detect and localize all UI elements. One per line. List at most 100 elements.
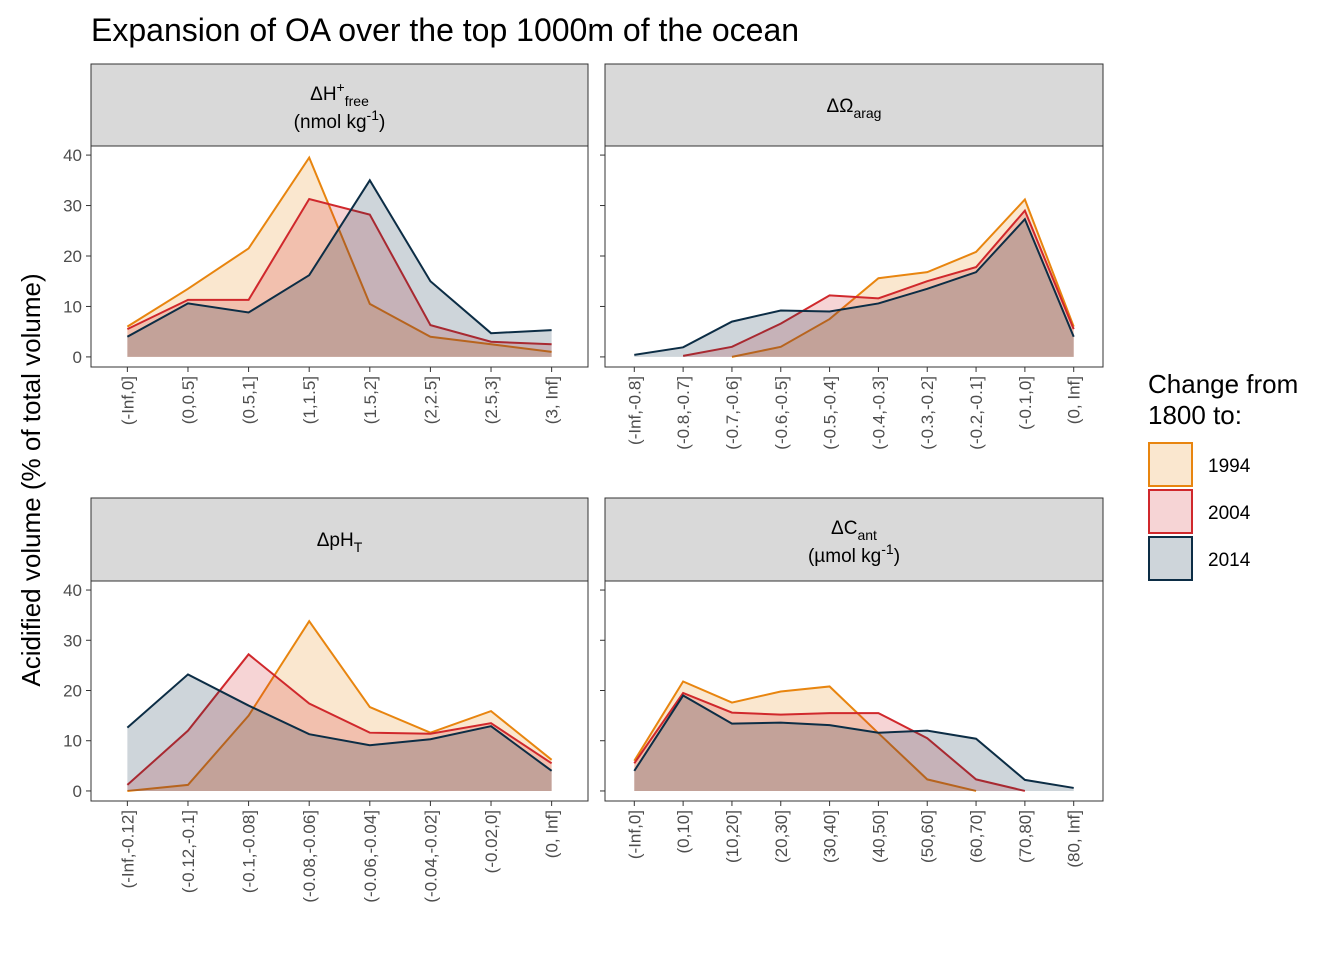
strip-label-part: +: [337, 79, 345, 95]
y-tick-label: 0: [73, 348, 82, 367]
x-tick-label: (0,0.5]: [179, 376, 198, 424]
legend-key: [1148, 489, 1193, 534]
panel: [90, 580, 589, 802]
x-tick-label: (-0.7,-0.6]: [723, 376, 742, 450]
x-tick-label: (-0.08,-0.06]: [300, 810, 319, 903]
area-fill: [127, 654, 552, 791]
strip-label-part: ΔH: [310, 84, 336, 105]
y-tick-label: 20: [63, 681, 82, 700]
y-tick-label: 20: [63, 247, 82, 266]
x-tick-label: (-Inf,0]: [625, 810, 644, 859]
y-tick-label: 40: [63, 146, 82, 165]
panel: [604, 145, 1104, 368]
x-tick-label: (0, Inf]: [543, 810, 562, 858]
y-tick-label: 10: [63, 732, 82, 751]
area-line: [126, 673, 553, 772]
x-tick-label: (30,40]: [821, 810, 840, 863]
strip: [604, 63, 1104, 147]
strip-label: (nmol kg-1): [294, 107, 386, 133]
strip: [90, 63, 589, 147]
legend-title: Change from: [1148, 369, 1298, 399]
x-tick-label: (10,20]: [723, 810, 742, 863]
x-tick-label: (40,50]: [869, 810, 888, 863]
x-tick-label: (-0.1,-0.08]: [240, 810, 259, 893]
x-tick-label: (0,10]: [674, 810, 693, 853]
area-line: [682, 208, 1075, 357]
x-tick-label: (0, Inf]: [1065, 376, 1084, 424]
strip-label-part: T: [354, 539, 363, 555]
legend-label: 1994: [1208, 456, 1251, 477]
area-fill: [127, 180, 552, 357]
legend-title: 1800 to:: [1148, 400, 1242, 430]
y-axis-label: Acidified volume (% of total volume): [16, 273, 46, 686]
legend-label: 2014: [1208, 550, 1251, 571]
x-tick-label: (-0.2,-0.1]: [967, 376, 986, 450]
strip-label-part: ant: [857, 527, 877, 543]
strip-label-part: arag: [853, 105, 881, 121]
y-tick-label: 30: [63, 197, 82, 216]
panel: [604, 580, 1104, 802]
legend-key: [1148, 442, 1193, 487]
chart-title: Expansion of OA over the top 1000m of th…: [91, 12, 799, 48]
strip-label-part: -1: [881, 541, 894, 557]
area-fill: [127, 157, 552, 357]
x-tick-label: (20,30]: [772, 810, 791, 863]
x-tick-label: (80, Inf]: [1065, 810, 1084, 868]
area-fill: [127, 198, 552, 357]
y-tick-label: 10: [63, 297, 82, 316]
area-fill: [634, 693, 1025, 791]
strip-label-part: -1: [367, 107, 380, 123]
strip-label-part: free: [345, 93, 369, 109]
y-tick-label: 0: [73, 782, 82, 801]
x-tick-label: (1.5,2]: [361, 376, 380, 424]
area-fill: [634, 695, 1074, 791]
area-fill: [127, 621, 552, 791]
x-tick-label: (3, Inf]: [543, 376, 562, 424]
area-line: [731, 197, 1075, 358]
strip-label-part: ΔΩ: [827, 96, 854, 117]
area-fill: [634, 219, 1074, 357]
x-tick-label: (-0.1,0]: [1016, 376, 1035, 430]
x-tick-label: (1,1.5]: [300, 376, 319, 424]
strip-label: ΔpHT: [317, 530, 363, 555]
x-tick-label: (2.5,3]: [482, 376, 501, 424]
panel: [90, 145, 589, 368]
area-line: [633, 694, 1074, 789]
strip-label-part: ΔC: [831, 518, 857, 539]
legend-key: [1148, 536, 1193, 581]
area-line: [126, 178, 552, 338]
strip-label: ΔH+free: [310, 79, 369, 109]
x-tick-label: (-0.06,-0.04]: [361, 810, 380, 903]
x-tick-label: (0.5,1]: [240, 376, 259, 424]
x-tick-label: (-0.4,-0.3]: [869, 376, 888, 450]
strip-label-part: (nmol kg: [294, 112, 367, 133]
area-line: [633, 680, 977, 792]
x-tick-label: (70,80]: [1016, 810, 1035, 863]
x-tick-label: (2,2.5]: [421, 376, 440, 424]
area-fill: [127, 674, 552, 791]
x-tick-label: (-0.6,-0.5]: [772, 376, 791, 450]
strip-label: ΔΩarag: [827, 96, 882, 121]
strip-label: ΔCant: [831, 518, 877, 543]
x-tick-label: (-0.5,-0.4]: [821, 376, 840, 450]
x-tick-label: (-0.04,-0.02]: [421, 810, 440, 903]
strip-label-part: ΔpH: [317, 530, 354, 551]
y-tick-label: 40: [63, 581, 82, 600]
x-tick-label: (-0.12,-0.1]: [179, 810, 198, 893]
x-tick-label: (50,60]: [918, 810, 937, 863]
x-tick-label: (-Inf,0]: [118, 376, 137, 425]
area-line: [126, 197, 552, 346]
area-line: [633, 691, 1026, 792]
y-tick-label: 30: [63, 631, 82, 650]
strip-label-part: (µmol kg: [808, 546, 881, 567]
x-tick-label: (60,70]: [967, 810, 986, 863]
area-line: [634, 217, 1075, 356]
strip-label-part: ): [894, 546, 900, 567]
x-tick-label: (-Inf,-0.8]: [625, 376, 644, 445]
strip-label-part: ): [379, 112, 385, 133]
area-fill: [683, 210, 1074, 357]
area-line: [127, 619, 553, 792]
x-tick-label: (-0.02,0]: [482, 810, 501, 873]
strip: [90, 497, 589, 582]
